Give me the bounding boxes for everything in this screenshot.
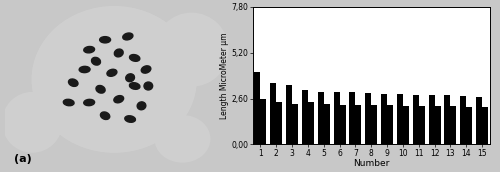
Bar bbox=[350, 92, 356, 144]
Bar bbox=[397, 94, 403, 144]
Bar bbox=[365, 93, 371, 144]
Bar bbox=[254, 72, 260, 144]
Ellipse shape bbox=[100, 37, 110, 43]
Ellipse shape bbox=[84, 46, 94, 53]
Y-axis label: Length MicroMeter μm: Length MicroMeter μm bbox=[220, 33, 228, 119]
Ellipse shape bbox=[64, 99, 74, 106]
Bar bbox=[412, 95, 419, 144]
Bar bbox=[466, 106, 472, 144]
Bar bbox=[292, 104, 298, 144]
Ellipse shape bbox=[130, 55, 140, 61]
Bar bbox=[387, 105, 393, 144]
Bar bbox=[428, 95, 434, 144]
Ellipse shape bbox=[130, 83, 140, 89]
Bar bbox=[302, 90, 308, 144]
Ellipse shape bbox=[100, 112, 110, 120]
Ellipse shape bbox=[32, 7, 196, 152]
Bar bbox=[356, 105, 362, 144]
Bar bbox=[434, 106, 440, 144]
Bar bbox=[324, 104, 330, 144]
X-axis label: Number: Number bbox=[353, 159, 390, 168]
Ellipse shape bbox=[144, 82, 152, 90]
Bar bbox=[476, 97, 482, 144]
Bar bbox=[403, 106, 409, 144]
Ellipse shape bbox=[137, 102, 146, 110]
Bar bbox=[450, 106, 456, 144]
Ellipse shape bbox=[142, 66, 151, 73]
Bar bbox=[381, 94, 387, 144]
Bar bbox=[444, 95, 450, 144]
Text: (a): (a) bbox=[14, 154, 32, 164]
Bar bbox=[371, 105, 378, 144]
Bar bbox=[318, 92, 324, 144]
Ellipse shape bbox=[155, 116, 210, 162]
Bar bbox=[482, 107, 488, 144]
Ellipse shape bbox=[79, 66, 90, 73]
Bar bbox=[286, 84, 292, 144]
Bar bbox=[308, 102, 314, 144]
Bar bbox=[270, 83, 276, 144]
Ellipse shape bbox=[123, 33, 133, 40]
Ellipse shape bbox=[125, 116, 136, 122]
Bar bbox=[460, 96, 466, 144]
Ellipse shape bbox=[114, 49, 123, 57]
Ellipse shape bbox=[68, 79, 78, 86]
Bar bbox=[334, 92, 340, 144]
Ellipse shape bbox=[107, 69, 117, 76]
Ellipse shape bbox=[32, 7, 196, 152]
Ellipse shape bbox=[84, 99, 94, 106]
Bar bbox=[340, 105, 345, 144]
Ellipse shape bbox=[155, 13, 228, 86]
Ellipse shape bbox=[92, 57, 100, 65]
Ellipse shape bbox=[2, 93, 62, 152]
Bar bbox=[260, 99, 266, 144]
Bar bbox=[419, 106, 425, 144]
Ellipse shape bbox=[96, 85, 105, 93]
Ellipse shape bbox=[114, 96, 124, 103]
Ellipse shape bbox=[126, 74, 134, 82]
Bar bbox=[276, 102, 282, 144]
